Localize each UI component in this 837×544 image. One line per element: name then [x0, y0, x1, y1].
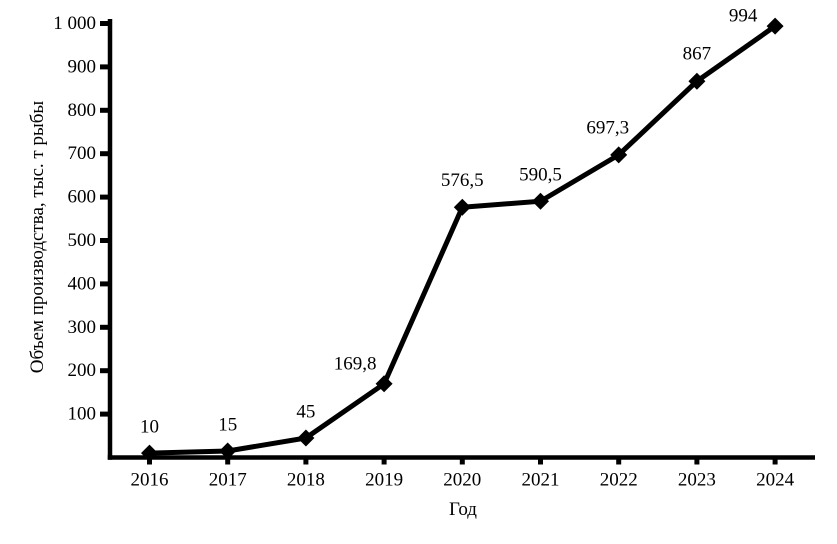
data-point-marker	[219, 442, 237, 460]
x-tick-label: 2019	[365, 470, 403, 491]
data-point-marker	[375, 375, 393, 393]
y-tick-label: 500	[68, 230, 97, 251]
data-point-marker	[610, 146, 628, 164]
x-tick-label: 2016	[131, 470, 169, 491]
data-point-label: 697,3	[586, 117, 629, 138]
data-point-label: 867	[683, 44, 712, 65]
data-point-marker	[532, 192, 549, 210]
data-point-label: 169,8	[334, 353, 377, 374]
x-axis-title: Год	[449, 499, 477, 520]
data-point-label: 45	[296, 401, 315, 422]
y-tick-label: 200	[68, 360, 97, 381]
data-point-label: 994	[729, 6, 758, 27]
y-tick-label: 1 000	[53, 13, 96, 34]
x-tick-label: 2018	[287, 470, 325, 491]
x-tick-label: 2024	[756, 470, 795, 491]
x-tick-label: 2017	[209, 470, 247, 491]
data-point-label: 10	[140, 417, 159, 438]
x-tick-label: 2023	[678, 470, 716, 491]
x-tick-label: 2022	[600, 470, 638, 491]
data-point-label: 590,5	[519, 165, 562, 186]
data-point-marker	[297, 429, 315, 447]
y-tick-label: 100	[68, 404, 97, 425]
series-line	[149, 24, 777, 456]
y-axis-title: Объем производства, тыс. т рыбы	[27, 100, 48, 374]
y-tick-label: 700	[68, 143, 97, 164]
y-tick-label: 300	[68, 317, 97, 338]
y-tick-label: 900	[68, 56, 97, 77]
data-point-marker	[766, 17, 784, 35]
x-tick-label: 2021	[522, 470, 560, 491]
y-tick-label: 400	[68, 273, 97, 294]
data-point-marker	[688, 72, 706, 90]
y-tick-label: 600	[68, 187, 97, 208]
x-tick-label: 2020	[443, 470, 481, 491]
y-tick-label: 800	[68, 100, 97, 121]
data-point-label: 576,5	[441, 170, 484, 191]
data-point-marker	[453, 198, 471, 216]
data-point-marker	[141, 444, 158, 462]
data-point-label: 15	[218, 414, 237, 435]
